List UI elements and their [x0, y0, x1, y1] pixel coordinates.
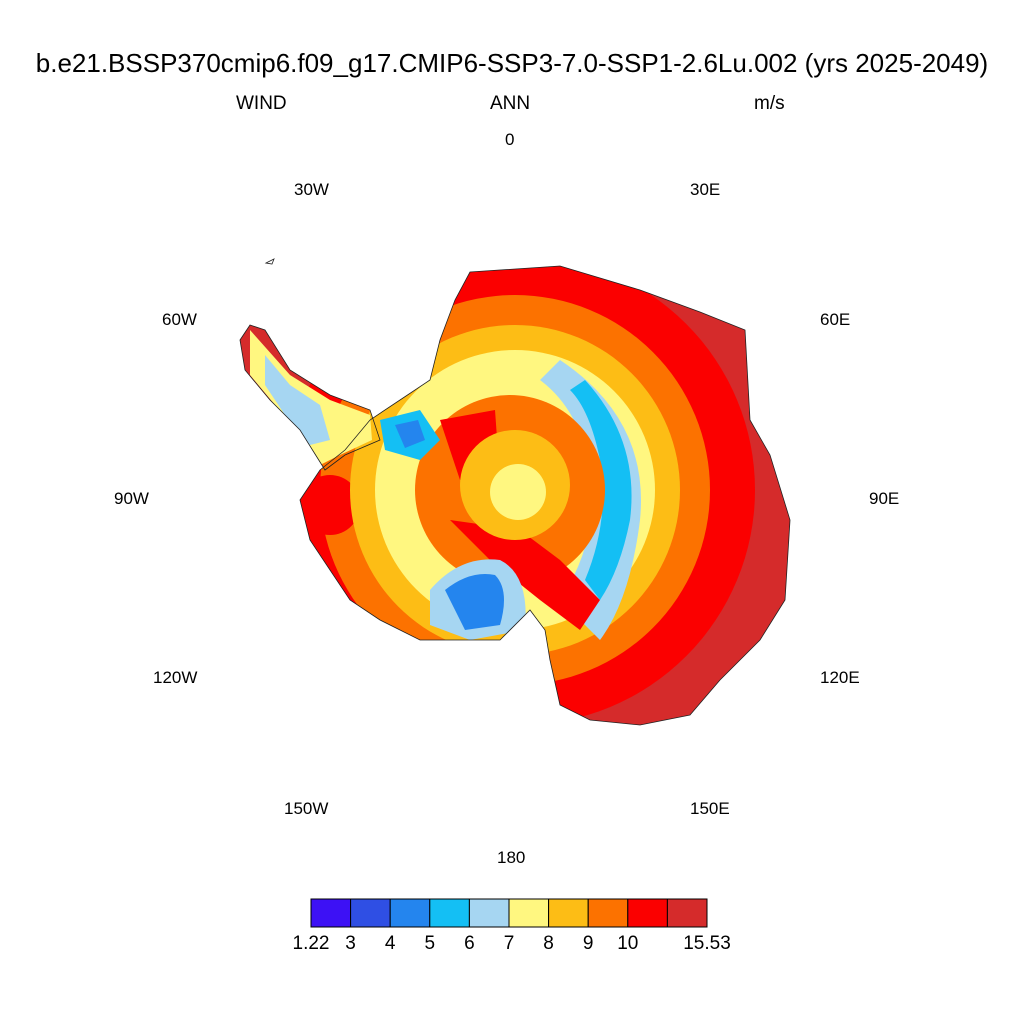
- lon-label-150e: 150E: [690, 799, 730, 818]
- plot-title: b.e21.BSSP370cmip6.f09_g17.CMIP6-SSP3-7.…: [35, 48, 989, 78]
- coastline-island: [264, 258, 275, 265]
- colorbar-label: 5: [424, 933, 436, 954]
- lon-label-90w: 90W: [114, 489, 149, 508]
- wind-patch-peninsula: [250, 330, 372, 465]
- lon-label-120e: 120E: [820, 668, 860, 687]
- units-label: m/s: [754, 93, 785, 114]
- colorbar-box-9: [666, 898, 708, 928]
- wind-patch-ross-low: [445, 574, 504, 630]
- colorbar-box-5: [508, 898, 550, 928]
- colorbar-box-2: [389, 898, 431, 928]
- lon-label-30e: 30E: [690, 180, 721, 199]
- colorbar-label: 10: [617, 933, 639, 954]
- lon-label-30w: 30W: [294, 180, 329, 199]
- colorbar-box-0: [310, 898, 352, 928]
- colorbar-box-8: [627, 898, 668, 928]
- colorbar-label: 1.22: [292, 933, 330, 954]
- wind-patch-west-coast: [300, 475, 360, 535]
- coastline-peninsula: [239, 324, 381, 471]
- colorbar-label: 8: [543, 933, 554, 954]
- colorbar-box-3: [429, 898, 470, 928]
- wind-patch-weddell-low: [395, 420, 425, 448]
- lon-label-150w: 150W: [284, 799, 329, 818]
- lon-label-60w: 60W: [162, 310, 197, 329]
- colorbar-label: 3: [345, 933, 356, 954]
- season-label: ANN: [490, 93, 531, 114]
- colorbar-box-1: [350, 898, 391, 928]
- lon-label-0: 0: [505, 130, 515, 149]
- lon-label-90e: 90E: [869, 489, 900, 508]
- colorbar-label: 6: [464, 933, 475, 954]
- coastline-main: [299, 265, 791, 726]
- wind-field: [240, 266, 790, 725]
- colorbar-label: 15.53: [683, 933, 731, 954]
- colorbar-box-4: [468, 898, 510, 928]
- colorbar-box-7: [587, 898, 629, 928]
- wind-patch-peninsula-low: [265, 355, 330, 445]
- wind-patch-inner-south: [450, 520, 600, 630]
- colorbar-label: 7: [503, 933, 515, 954]
- lon-label-120w: 120W: [153, 668, 198, 687]
- wind-patch-east-low: [570, 380, 632, 600]
- lon-label-60e: 60E: [820, 310, 851, 329]
- colorbar-label: 9: [582, 933, 594, 954]
- wind-band-pole-7: [490, 464, 546, 520]
- variable-label: WIND: [236, 93, 287, 114]
- lon-label-180: 180: [497, 848, 526, 867]
- colorbar: [310, 898, 708, 928]
- colorbar-box-6: [548, 898, 589, 928]
- colorbar-label: 4: [384, 933, 396, 954]
